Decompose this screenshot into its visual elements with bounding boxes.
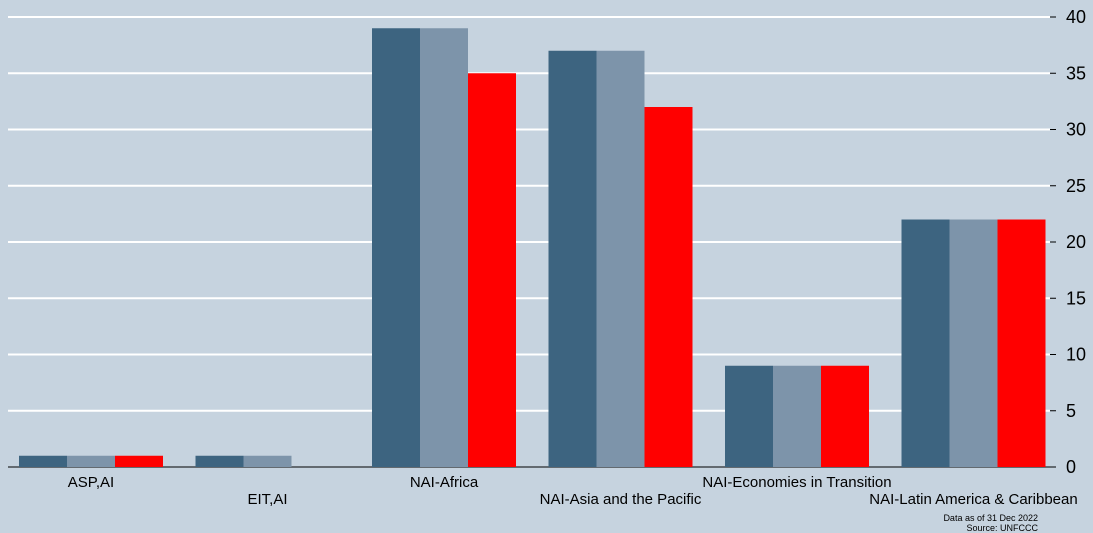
y-tick-label: 10: [1066, 345, 1086, 365]
bar: [195, 455, 244, 467]
bar: [901, 219, 950, 467]
footnote-date: Data as of 31 Dec 2022: [943, 513, 1038, 523]
x-category-label: NAI-Asia and the Pacific: [540, 491, 702, 508]
x-category-label: EIT,AI: [247, 491, 287, 508]
bar: [548, 50, 597, 467]
bar: [372, 28, 420, 467]
y-axis-ticks: 0 5 10 15 20 25 30 35 40: [1050, 7, 1086, 477]
bar: [468, 73, 516, 467]
x-category-label: NAI-Economies in Transition: [702, 474, 891, 491]
bar: [67, 455, 115, 467]
y-tick-label: 40: [1066, 7, 1086, 27]
footnote-source: Source: UNFCCC: [966, 523, 1038, 533]
x-category-label: NAI-Latin America & Caribbean: [869, 491, 1077, 508]
y-tick-label: 20: [1066, 232, 1086, 252]
y-tick-label: 0: [1066, 457, 1076, 477]
bar: [115, 455, 163, 467]
bar: [725, 365, 773, 467]
bar: [596, 50, 645, 467]
bar: [821, 365, 869, 467]
y-tick-label: 30: [1066, 120, 1086, 140]
gridlines: [8, 16, 1050, 468]
y-tick-label: 35: [1066, 63, 1086, 83]
y-tick-label: 15: [1066, 288, 1086, 308]
bar: [997, 219, 1046, 467]
bar: [420, 28, 468, 467]
bar: [19, 455, 67, 467]
bar: [243, 455, 292, 467]
bar: [949, 219, 998, 467]
bar: [644, 107, 693, 467]
x-category-label: NAI-Africa: [410, 474, 479, 491]
y-tick-label: 25: [1066, 176, 1086, 196]
y-tick-label: 5: [1066, 401, 1076, 421]
bars: [19, 28, 1046, 467]
x-category-label: ASP,AI: [68, 474, 114, 491]
x-axis-categories: ASP,AI EIT,AI NAI-Africa NAI-Asia and the P…: [68, 474, 1078, 508]
bar: [773, 365, 821, 467]
